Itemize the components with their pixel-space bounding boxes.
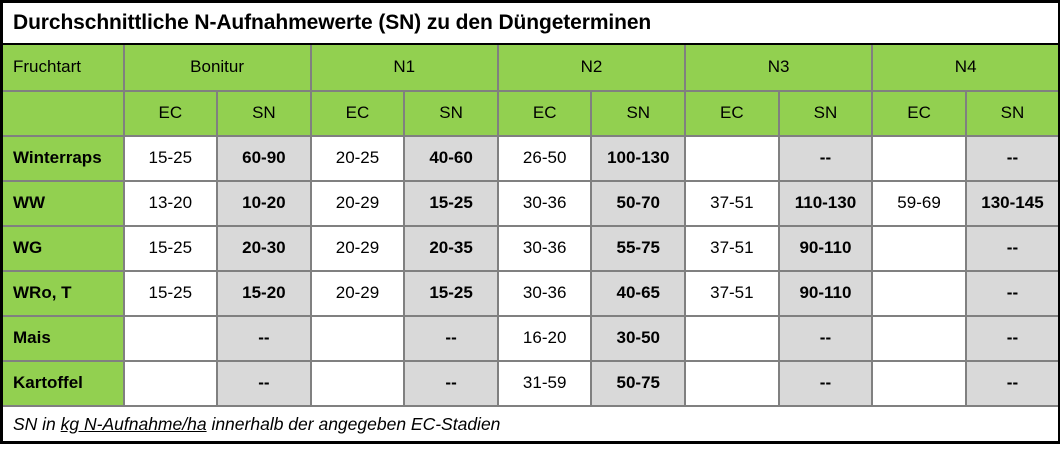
ec-cell [871,134,967,182]
sn-cell: 20-35 [403,224,499,272]
ec-cell [122,314,219,362]
ec-cell: 30-36 [496,224,593,272]
sn-cell: 15-25 [403,179,499,227]
footnote-suffix: innerhalb der angegeben EC-Stadien [206,413,501,434]
sn-cell: 130-145 [964,179,1060,227]
group-header-n3: N3 [684,42,874,92]
ec-cell [684,314,780,362]
row-label: WRo, T [0,269,125,317]
ec-cell [871,224,967,272]
sn-cell: 15-25 [403,269,499,317]
ec-cell [684,134,780,182]
sn-cell: -- [964,134,1060,182]
subheader-sn-n2: SN [590,89,687,137]
sn-cell: 50-70 [590,179,687,227]
footnote: SN in kg N-Aufnahme/ha innerhalb der ang… [0,404,1060,444]
row-label: Winterraps [0,134,125,182]
subheader-ec-n3: EC [684,89,780,137]
row-label: WW [0,179,125,227]
sn-cell: 30-50 [590,314,687,362]
sn-cell: -- [216,359,312,407]
ec-cell: 15-25 [122,224,219,272]
group-header-n1: N1 [309,42,499,92]
ec-cell: 13-20 [122,179,219,227]
footnote-row: SN in kg N-Aufnahme/ha innerhalb der ang… [0,404,1060,444]
sn-cell: -- [964,224,1060,272]
table-row-ww: WW 13-20 10-20 20-29 15-25 30-36 50-70 3… [0,179,1060,227]
ec-cell: 20-29 [309,269,406,317]
ec-cell: 30-36 [496,269,593,317]
sn-cell: 15-20 [216,269,312,317]
subheader-ec-n1: EC [309,89,406,137]
sn-cell: 40-60 [403,134,499,182]
ec-cell [684,359,780,407]
row-label: Mais [0,314,125,362]
group-header-row: Fruchtart Bonitur N1 N2 N3 N4 [0,42,1060,92]
ec-cell [122,359,219,407]
ec-cell: 37-51 [684,269,780,317]
sn-cell: 110-130 [777,179,874,227]
sn-cell: 40-65 [590,269,687,317]
ec-cell: 37-51 [684,179,780,227]
sn-cell: 10-20 [216,179,312,227]
sn-cell: 55-75 [590,224,687,272]
ec-cell [309,314,406,362]
sn-cell: -- [777,359,874,407]
ec-cell: 59-69 [871,179,967,227]
sn-cell: -- [403,314,499,362]
ec-cell [871,359,967,407]
group-header-bonitur: Bonitur [122,42,312,92]
ec-cell: 15-25 [122,269,219,317]
table-row-winterraps: Winterraps 15-25 60-90 20-25 40-60 26-50… [0,134,1060,182]
table-row-mais: Mais -- -- 16-20 30-50 -- -- [0,314,1060,362]
ec-cell [309,359,406,407]
sn-cell: -- [777,134,874,182]
sn-cell: 50-75 [590,359,687,407]
row-label: Kartoffel [0,359,125,407]
sn-cell: -- [964,359,1060,407]
ec-cell: 30-36 [496,179,593,227]
table-row-kartoffel: Kartoffel -- -- 31-59 50-75 -- -- [0,359,1060,407]
subheader-sn-n1: SN [403,89,499,137]
sn-cell: -- [964,314,1060,362]
ec-cell: 26-50 [496,134,593,182]
ec-cell [871,269,967,317]
ec-cell [871,314,967,362]
group-header-n2: N2 [496,42,687,92]
subheader-sn-bonitur: SN [216,89,312,137]
footnote-underlined-unit: kg N-Aufnahme/ha [60,413,207,434]
row-label: WG [0,224,125,272]
table-row-wg: WG 15-25 20-30 20-29 20-35 30-36 55-75 3… [0,224,1060,272]
ec-cell: 20-29 [309,179,406,227]
sn-cell: 100-130 [590,134,687,182]
sub-header-row: EC SN EC SN EC SN EC SN EC SN [0,89,1060,137]
ec-cell: 20-25 [309,134,406,182]
footnote-prefix: SN in [13,413,61,434]
subheader-sn-n3: SN [777,89,874,137]
ec-cell: 16-20 [496,314,593,362]
sn-cell: -- [964,269,1060,317]
subheader-ec-n4: EC [871,89,967,137]
subheader-ec-n2: EC [496,89,593,137]
sn-cell: 20-30 [216,224,312,272]
ec-cell: 20-29 [309,224,406,272]
sn-cell: 90-110 [777,269,874,317]
subheader-ec-bonitur: EC [122,89,219,137]
group-header-n4: N4 [871,42,1060,92]
table-title: Durchschnittliche N-Aufnahmewerte (SN) z… [0,0,1060,45]
ec-cell: 15-25 [122,134,219,182]
ec-cell: 37-51 [684,224,780,272]
sn-cell: -- [216,314,312,362]
title-row: Durchschnittliche N-Aufnahmewerte (SN) z… [0,0,1060,45]
sn-cell: 60-90 [216,134,312,182]
column-header-fruchtart: Fruchtart [0,42,125,92]
sn-cell: 90-110 [777,224,874,272]
ec-cell: 31-59 [496,359,593,407]
subheader-sn-n4: SN [964,89,1060,137]
corner-spacer-cell [0,89,125,137]
sn-cell: -- [403,359,499,407]
sn-cell: -- [777,314,874,362]
table-row-wro-t: WRo, T 15-25 15-20 20-29 15-25 30-36 40-… [0,269,1060,317]
